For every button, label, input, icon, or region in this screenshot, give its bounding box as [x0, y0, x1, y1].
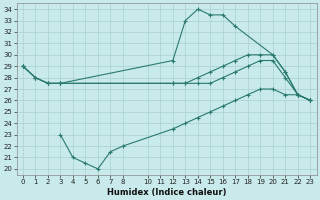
X-axis label: Humidex (Indice chaleur): Humidex (Indice chaleur) — [107, 188, 226, 197]
